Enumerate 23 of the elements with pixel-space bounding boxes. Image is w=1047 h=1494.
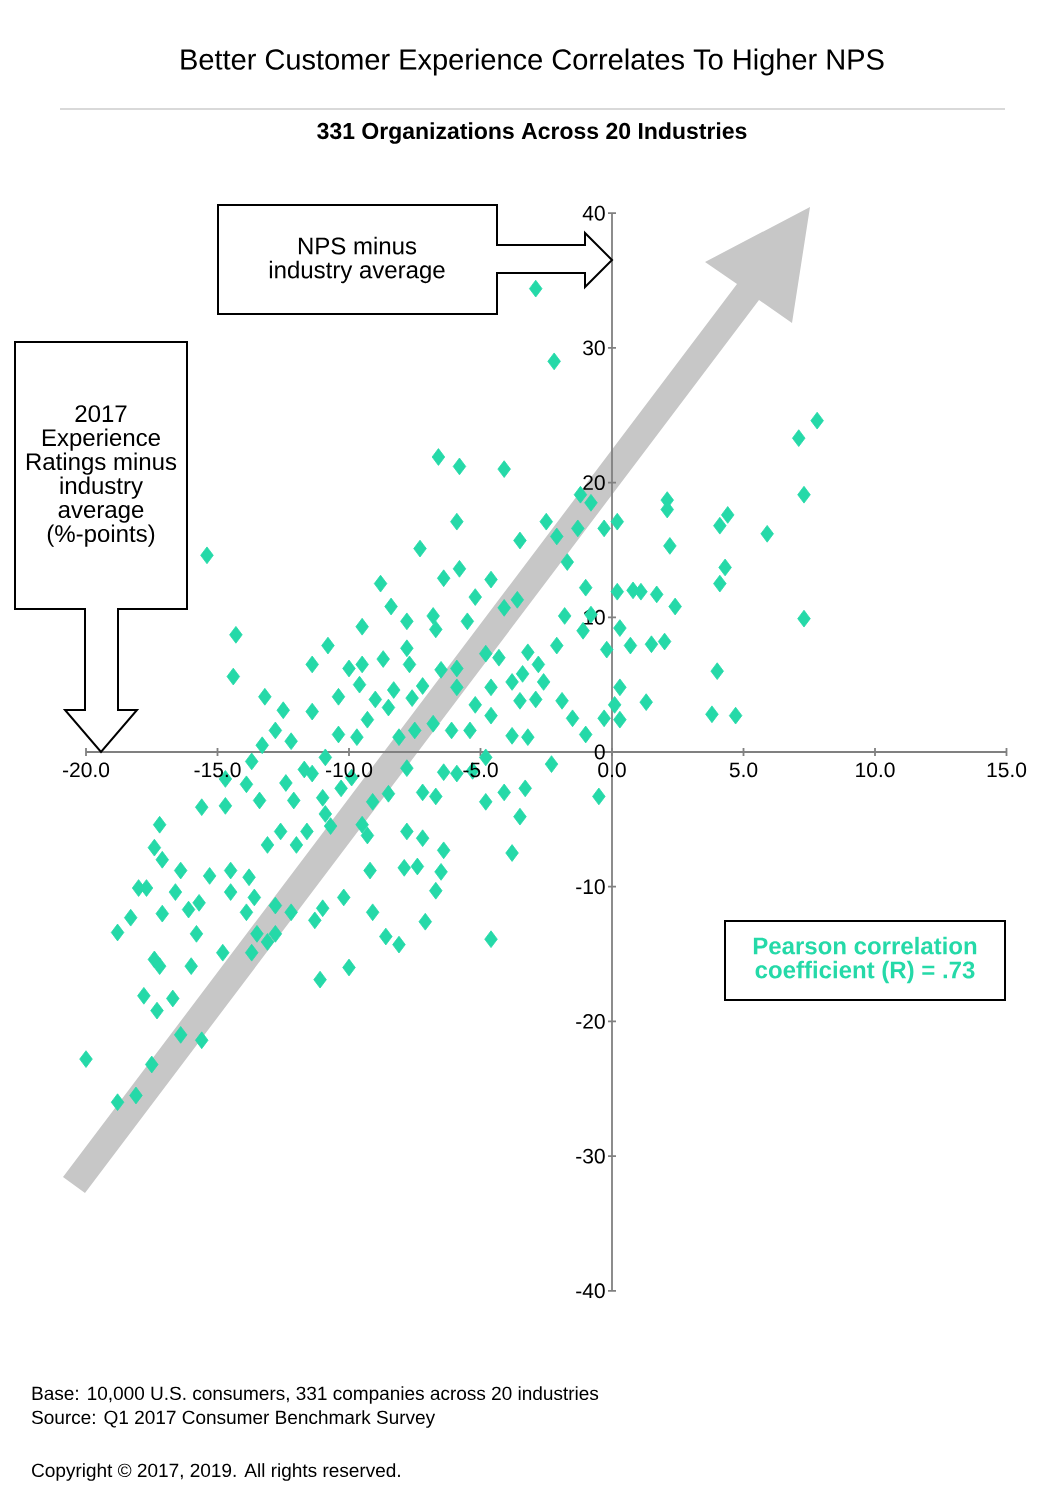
y-tick-label: 40 (582, 205, 605, 221)
y-axis-title: NPS minus industry average (269, 236, 445, 284)
source-note: Source: Q1 2017 Consumer Benchmark Survey (31, 1410, 436, 1428)
y-tick-label: -20 (576, 1013, 605, 1029)
y-tick-label: 20 (583, 475, 605, 491)
y-tick-label: 30 (583, 340, 605, 356)
x-tick-label: -10.0 (326, 762, 373, 778)
text: Copyright © 2017, 2019. All rights reserved. (32, 1463, 400, 1481)
y-tick-label: -10 (576, 879, 605, 895)
x-tick-label: -15.0 (194, 762, 241, 778)
x-tick-label: 15.0 (987, 762, 1027, 778)
x-tick-label: 10.0 (856, 762, 895, 778)
text: Base: 10,000 U.S. consumers, 331 companies across 20 industries (32, 1386, 599, 1404)
y-tick-label: 0 (594, 744, 605, 760)
x-tick-label: 0.0 (598, 762, 626, 778)
y-tick-label: -40 (576, 1283, 605, 1299)
y-tick-label: -30 (576, 1148, 605, 1164)
chart-title: Better Customer Experience Correlates To Higher NPS (181, 48, 884, 76)
x-tick-label: -20.0 (63, 762, 110, 778)
x-tick-label: 5.0 (729, 762, 758, 778)
annotation: Pearson correlation coefficient (R) = .73 (753, 936, 977, 984)
chart-subtitle: 331 Organizations Across 20 Industries (317, 122, 747, 144)
x-axis-title: 2017 Experience Ratings minus industry average (%-points) (26, 405, 177, 547)
